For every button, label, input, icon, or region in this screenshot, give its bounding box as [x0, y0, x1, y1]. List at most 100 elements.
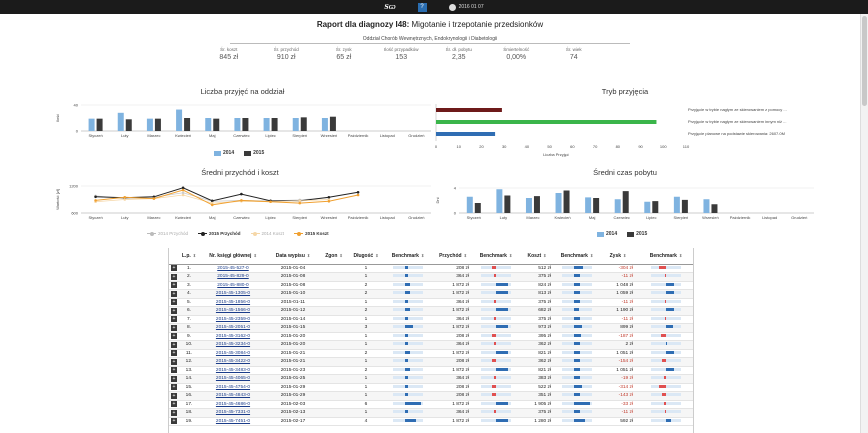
point-2015 Koszt[interactable] [356, 193, 360, 197]
point-2014 Przychód[interactable] [181, 191, 185, 195]
record-link[interactable]: 2015-45-2359-0 [215, 316, 251, 322]
sort-icon[interactable]: ⬍ [508, 252, 513, 258]
column-header-10[interactable]: Zysk ⬍ [599, 248, 637, 265]
cell-record-no[interactable]: 2015-45-3483-0 [199, 366, 267, 375]
bar-2015-Marzec[interactable] [154, 118, 161, 131]
bar-mode-0[interactable] [436, 108, 502, 112]
record-link[interactable]: 2015-45-3162-0 [215, 333, 251, 339]
cell-record-no[interactable]: 2015-45-1856-0 [199, 298, 267, 307]
expand-row-icon[interactable]: + [171, 367, 177, 374]
point-2015 Koszt[interactable] [152, 197, 156, 200]
point-2014 Koszt[interactable] [181, 193, 185, 197]
cell-record-no[interactable]: 2015-45-1566-0 [199, 306, 267, 316]
expand-cell[interactable]: + [169, 374, 179, 384]
bar-2014-Czerwiec[interactable] [614, 199, 621, 213]
expand-row-icon[interactable]: + [171, 401, 177, 408]
record-link[interactable]: 2015-45-829-0 [217, 274, 249, 280]
point-2015 Przychód[interactable] [327, 195, 331, 199]
bar-2015-Marzec[interactable] [533, 196, 540, 213]
expand-row-icon[interactable]: + [171, 409, 177, 416]
point-2015 Koszt[interactable] [240, 199, 243, 202]
sort-icon[interactable]: ⬍ [678, 252, 683, 258]
point-2015 Przychód[interactable] [356, 191, 360, 194]
sort-icon[interactable]: ⬍ [589, 252, 594, 258]
point-2014 Koszt[interactable] [327, 198, 331, 201]
sort-icon[interactable]: ⬍ [543, 252, 547, 258]
point-2015 Przychód[interactable] [94, 195, 97, 199]
point-2014 Koszt[interactable] [123, 198, 127, 201]
expand-row-icon[interactable]: + [171, 333, 177, 340]
point-2015 Koszt[interactable] [181, 188, 185, 192]
expand-cell[interactable]: + [169, 391, 179, 401]
scrollbar-thumb[interactable] [862, 16, 867, 106]
line-2015 Przychód[interactable] [95, 187, 359, 202]
column-header-2[interactable]: Data wypisu ⬍ [267, 248, 319, 265]
point-2015 Przychód[interactable] [152, 195, 156, 199]
cell-record-no[interactable]: 2015-45-4686-0 [199, 400, 267, 409]
column-header-4[interactable]: Długość ⬍ [349, 248, 383, 265]
point-2015 Koszt[interactable] [327, 200, 331, 203]
cell-record-no[interactable]: 2015-45-2359-0 [199, 315, 267, 324]
point-2015 Koszt[interactable] [123, 195, 127, 199]
bar-2015-Sierpień[interactable] [681, 199, 688, 213]
legend-2015[interactable]: 2015 [244, 150, 264, 156]
expand-cell[interactable]: + [169, 366, 179, 375]
expand-row-icon[interactable]: + [171, 384, 177, 391]
column-header-11[interactable]: Benchmark ⬍ [637, 248, 693, 265]
page-scrollbar[interactable] [860, 14, 868, 433]
record-link[interactable]: 2015-45-1305-0 [215, 291, 251, 297]
point-2015 Koszt[interactable] [94, 199, 97, 202]
bar-2015-Lipiec[interactable] [271, 118, 278, 131]
expand-cell[interactable]: + [169, 306, 179, 316]
bar-2014-Sierpień[interactable] [292, 118, 299, 131]
table-row[interactable]: +17. 2015-45-4686-0 2015-02-03 6 1 872 zł 1 9… [169, 400, 693, 409]
cell-record-no[interactable]: 2015-45-4754-0 [199, 383, 267, 392]
expand-cell[interactable]: + [169, 315, 179, 324]
cell-record-no[interactable]: 2015-45-3162-0 [199, 332, 267, 341]
bar-2014-Marzec[interactable] [146, 118, 153, 131]
table-row[interactable]: +5. 2015-45-1856-0 2015-01-11 1 364 zł 375 zł… [169, 298, 693, 307]
record-link[interactable]: 2015-45-527-0 [217, 265, 249, 271]
legend-stay-2014[interactable]: 2014 [597, 231, 617, 237]
expand-cell[interactable]: + [169, 417, 179, 426]
point-2015 Przychód[interactable] [181, 186, 185, 190]
expand-row-icon[interactable]: + [171, 265, 177, 272]
bar-2015-Styczeń[interactable] [474, 203, 481, 213]
cell-record-no[interactable]: 2015-45-1305-0 [199, 289, 267, 299]
bar-2015-Luty[interactable] [504, 195, 511, 214]
expand-cell[interactable]: + [169, 349, 179, 358]
table-row[interactable]: +9. 2015-45-3162-0 2015-01-20 1 208 zł 395 zł… [169, 332, 693, 341]
table-row[interactable]: +16. 2015-45-4843-0 2015-01-29 1 208 zł 351 z… [169, 391, 693, 401]
bar-2015-Wrzesień[interactable] [711, 204, 718, 213]
point-2015 Koszt[interactable] [269, 200, 272, 204]
cell-record-no[interactable]: 2015-45-2051-0 [199, 323, 267, 333]
bar-2015-Czerwiec[interactable] [622, 191, 629, 213]
record-link[interactable]: 2015-45-3084-0 [215, 350, 251, 356]
record-link[interactable]: 2015-45-3234-0 [215, 342, 251, 348]
expand-cell[interactable]: + [169, 323, 179, 333]
expand-cell[interactable]: + [169, 332, 179, 341]
table-row[interactable]: +6. 2015-45-1566-0 2015-01-12 2 1 872 zł 682 … [169, 306, 693, 316]
sort-icon[interactable]: ⬍ [623, 252, 627, 258]
record-link[interactable]: 2015-45-4754-0 [215, 384, 251, 390]
bar-2014-Kwiecień[interactable] [176, 109, 183, 131]
bar-2015-Maj[interactable] [593, 198, 600, 213]
expand-cell[interactable]: + [169, 383, 179, 392]
expand-row-icon[interactable]: + [171, 375, 177, 382]
cell-record-no[interactable]: 2015-45-880-0 [199, 281, 267, 290]
line-2015 Koszt[interactable] [95, 189, 359, 206]
point-2015 Koszt[interactable] [210, 203, 214, 207]
expand-cell[interactable]: + [169, 400, 179, 409]
expand-cell[interactable]: + [169, 281, 179, 290]
expand-row-icon[interactable]: + [171, 307, 177, 314]
bar-2014-Styczeń[interactable] [466, 196, 473, 213]
expand-row-icon[interactable]: + [171, 358, 177, 365]
table-row[interactable]: +19. 2015-45-7451-0 2015-02-17 4 1 872 zł 1 2… [169, 417, 693, 426]
table-row[interactable]: +1. 2015-45-527-0 2015-01-04 1 208 zł 512 zł -… [169, 264, 693, 273]
table-row[interactable]: +4. 2015-45-1305-0 2015-01-10 2 1 872 zł 813 … [169, 289, 693, 299]
legend-2015-revenue[interactable]: 2015 Przychód [198, 231, 241, 236]
bar-2015-Styczeń[interactable] [96, 118, 103, 131]
column-header-8[interactable]: Koszt ⬍ [519, 248, 555, 265]
point-2014 Koszt[interactable] [298, 199, 302, 203]
expand-cell[interactable]: + [169, 264, 179, 273]
